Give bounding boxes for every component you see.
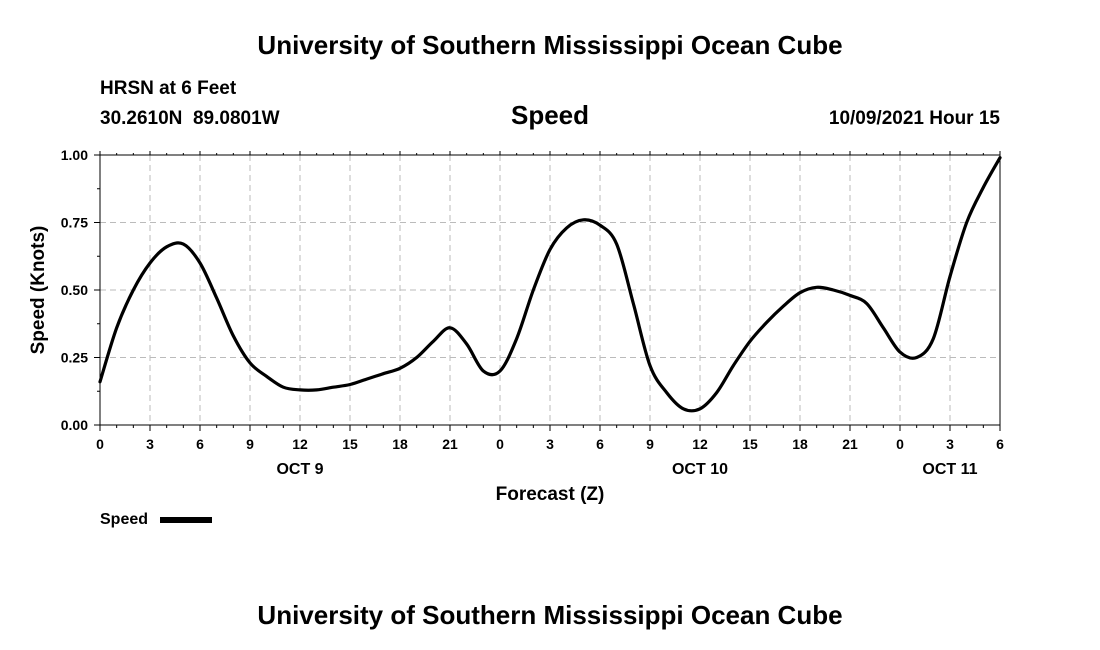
y-axis-label: Speed (Knots)	[28, 226, 49, 355]
y-tick-label: 0.00	[61, 417, 88, 433]
x-tick-label: 21	[442, 436, 458, 452]
x-tick-label: 0	[496, 436, 504, 452]
day-label: OCT 10	[672, 461, 728, 478]
x-tick-label: 6	[196, 436, 204, 452]
x-tick-label: 15	[342, 436, 358, 452]
x-tick-label: 21	[842, 436, 858, 452]
x-tick-label: 6	[596, 436, 604, 452]
x-tick-label: 18	[392, 436, 408, 452]
y-tick-label: 0.50	[61, 282, 88, 298]
y-tick-label: 0.75	[61, 215, 88, 231]
station-label: HRSN at 6 Feet	[100, 78, 237, 99]
x-tick-label: 9	[246, 436, 254, 452]
legend-label: Speed	[100, 511, 148, 528]
y-tick-label: 0.25	[61, 350, 88, 366]
x-tick-label: 3	[146, 436, 154, 452]
series-line-speed	[98, 156, 1002, 413]
x-tick-label: 18	[792, 436, 808, 452]
plot-frame	[99, 154, 1001, 426]
day-label: OCT 11	[922, 461, 977, 478]
chart-title: Speed	[511, 100, 589, 130]
x-tick-label: 0	[896, 436, 904, 452]
x-tick-label: 9	[646, 436, 654, 452]
x-tick-label: 3	[946, 436, 954, 452]
timestamp-label: 10/09/2021 Hour 15	[829, 108, 1001, 129]
day-label: OCT 9	[276, 461, 323, 478]
x-tick-label: 6	[996, 436, 1004, 452]
coordinates-label: 30.2610N 89.0801W	[100, 108, 280, 129]
legend: Speed	[100, 511, 212, 528]
x-tick-label: 12	[692, 436, 708, 452]
plot-area: 0 3 6 9 12 15 18 21 0 3 6 9 12 15 18 21 0 3 6 0.00 0.25 0.50 0…	[61, 147, 1004, 478]
x-tick-label: 15	[742, 436, 758, 452]
legend-swatch	[160, 517, 212, 523]
page-title: University of Southern Mississippi Ocean…	[257, 30, 842, 60]
x-axis-label: Forecast (Z)	[496, 484, 605, 505]
x-tick-label: 12	[292, 436, 308, 452]
y-tick-label: 1.00	[61, 147, 88, 163]
footer-title: University of Southern Mississippi Ocean…	[257, 600, 842, 630]
x-tick-label: 0	[96, 436, 104, 452]
x-tick-label: 3	[546, 436, 554, 452]
